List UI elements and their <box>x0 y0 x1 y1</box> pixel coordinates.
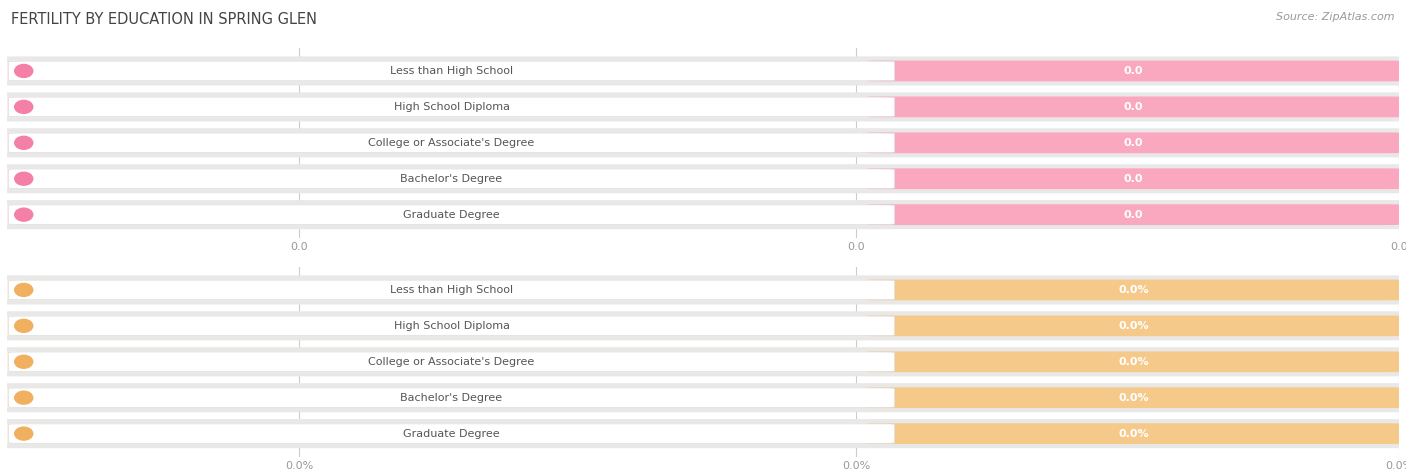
FancyBboxPatch shape <box>866 316 1400 336</box>
Text: 0.0%: 0.0% <box>1118 321 1149 331</box>
FancyBboxPatch shape <box>4 347 1402 377</box>
Ellipse shape <box>14 64 34 78</box>
FancyBboxPatch shape <box>6 204 1400 225</box>
Text: Graduate Degree: Graduate Degree <box>404 209 499 219</box>
FancyBboxPatch shape <box>866 60 1400 81</box>
FancyBboxPatch shape <box>866 97 1400 117</box>
FancyBboxPatch shape <box>6 97 1400 117</box>
FancyBboxPatch shape <box>4 275 1402 305</box>
Text: Source: ZipAtlas.com: Source: ZipAtlas.com <box>1277 12 1395 22</box>
FancyBboxPatch shape <box>6 351 1400 372</box>
FancyBboxPatch shape <box>866 279 1400 300</box>
FancyBboxPatch shape <box>8 169 894 188</box>
FancyBboxPatch shape <box>866 423 1400 444</box>
Text: 0.0%: 0.0% <box>1118 285 1149 295</box>
FancyBboxPatch shape <box>8 280 894 300</box>
Ellipse shape <box>14 136 34 150</box>
Ellipse shape <box>14 318 34 333</box>
FancyBboxPatch shape <box>8 352 894 372</box>
FancyBboxPatch shape <box>8 133 894 153</box>
Text: FERTILITY BY EDUCATION IN SPRING GLEN: FERTILITY BY EDUCATION IN SPRING GLEN <box>11 12 318 27</box>
FancyBboxPatch shape <box>4 56 1402 86</box>
FancyBboxPatch shape <box>4 128 1402 158</box>
FancyBboxPatch shape <box>6 60 1400 81</box>
FancyBboxPatch shape <box>8 424 894 443</box>
FancyBboxPatch shape <box>4 164 1402 193</box>
FancyBboxPatch shape <box>6 169 1400 189</box>
FancyBboxPatch shape <box>6 132 1400 153</box>
FancyBboxPatch shape <box>4 419 1402 448</box>
FancyBboxPatch shape <box>6 279 1400 300</box>
Text: Bachelor's Degree: Bachelor's Degree <box>401 174 502 184</box>
FancyBboxPatch shape <box>4 92 1402 121</box>
FancyBboxPatch shape <box>866 204 1400 225</box>
FancyBboxPatch shape <box>866 387 1400 408</box>
FancyBboxPatch shape <box>8 97 894 117</box>
FancyBboxPatch shape <box>8 61 894 81</box>
Text: 0.0: 0.0 <box>1123 209 1143 219</box>
Text: Graduate Degree: Graduate Degree <box>404 428 499 438</box>
FancyBboxPatch shape <box>8 316 894 336</box>
FancyBboxPatch shape <box>4 311 1402 340</box>
FancyBboxPatch shape <box>6 316 1400 336</box>
FancyBboxPatch shape <box>866 351 1400 372</box>
Text: Less than High School: Less than High School <box>389 285 513 295</box>
FancyBboxPatch shape <box>866 132 1400 153</box>
Ellipse shape <box>14 208 34 222</box>
FancyBboxPatch shape <box>6 423 1400 444</box>
FancyBboxPatch shape <box>8 205 894 224</box>
FancyBboxPatch shape <box>8 388 894 407</box>
Ellipse shape <box>14 355 34 369</box>
Ellipse shape <box>14 426 34 441</box>
Text: High School Diploma: High School Diploma <box>394 321 509 331</box>
Text: College or Associate's Degree: College or Associate's Degree <box>368 138 534 148</box>
Text: Bachelor's Degree: Bachelor's Degree <box>401 393 502 403</box>
Ellipse shape <box>14 283 34 297</box>
FancyBboxPatch shape <box>6 387 1400 408</box>
Ellipse shape <box>14 171 34 186</box>
Text: College or Associate's Degree: College or Associate's Degree <box>368 357 534 367</box>
Ellipse shape <box>14 99 34 114</box>
Text: 0.0%: 0.0% <box>1118 357 1149 367</box>
FancyBboxPatch shape <box>4 383 1402 412</box>
Ellipse shape <box>14 390 34 405</box>
Text: 0.0%: 0.0% <box>1118 428 1149 438</box>
Text: 0.0: 0.0 <box>1123 138 1143 148</box>
Text: High School Diploma: High School Diploma <box>394 102 509 112</box>
FancyBboxPatch shape <box>866 169 1400 189</box>
Text: 0.0: 0.0 <box>1123 102 1143 112</box>
Text: 0.0: 0.0 <box>1123 66 1143 76</box>
Text: Less than High School: Less than High School <box>389 66 513 76</box>
Text: 0.0%: 0.0% <box>1118 393 1149 403</box>
FancyBboxPatch shape <box>4 200 1402 229</box>
Text: 0.0: 0.0 <box>1123 174 1143 184</box>
